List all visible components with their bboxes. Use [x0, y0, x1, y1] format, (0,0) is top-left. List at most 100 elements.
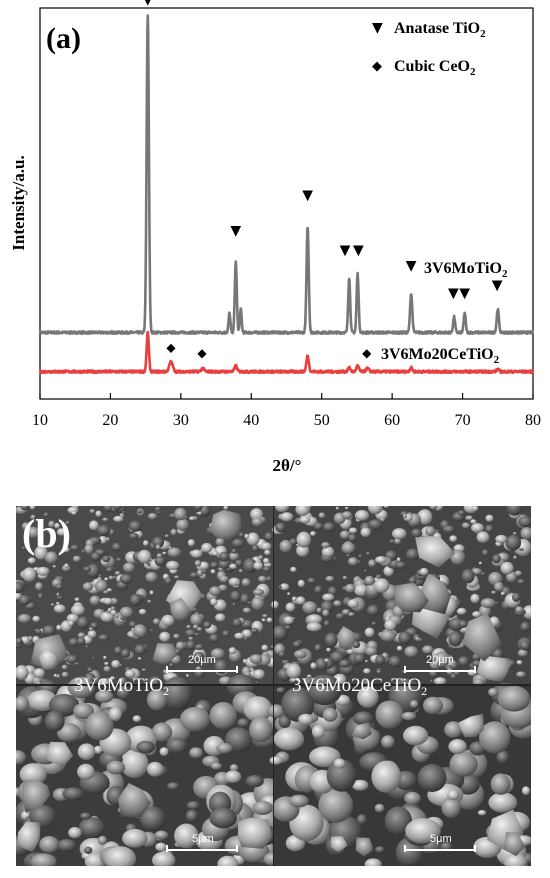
- sem-particle: [209, 702, 237, 729]
- sem-particle: [189, 572, 199, 579]
- sem-particle: [449, 535, 458, 542]
- sem-particle: [203, 621, 212, 629]
- sem-particle: [136, 510, 143, 514]
- scale-bar-2-tick-right: [474, 666, 476, 673]
- sem-particle: [249, 654, 263, 664]
- sem-grain: [330, 836, 348, 853]
- sem-particle: [210, 598, 218, 606]
- sem-particle: [314, 644, 322, 652]
- sem-particle: [296, 531, 312, 548]
- sem-particle: [195, 666, 202, 671]
- sem-particle: [476, 531, 490, 543]
- sem-particle: [396, 645, 403, 651]
- sem-particle: [18, 594, 31, 606]
- sem-particle: [269, 756, 283, 765]
- sem-particle: [215, 613, 226, 622]
- sem-particle: [251, 596, 265, 611]
- scale-bar-2: [404, 670, 476, 672]
- sem-particle: [119, 606, 133, 618]
- sem-particle: [429, 670, 438, 678]
- sem-particle: [429, 679, 434, 683]
- sem-particle: [106, 588, 112, 592]
- sem-particle: [149, 590, 154, 595]
- sem-particle: [198, 561, 210, 570]
- sem-grain: [209, 509, 242, 541]
- sem-particle: [295, 677, 300, 682]
- sem-grain: [394, 582, 429, 613]
- sem-particle: [234, 632, 245, 639]
- sem-particle: [468, 516, 473, 520]
- sem-particle: [132, 715, 142, 723]
- sem-particle: [488, 687, 499, 697]
- sem-particle: [472, 611, 482, 618]
- sem-particle: [143, 540, 149, 547]
- sem-particle: [138, 608, 147, 615]
- sem-particle: [447, 789, 460, 801]
- sem-image-3v6mo20cetio2-5um: [267, 674, 531, 866]
- sem-particle: [34, 545, 48, 560]
- sem-particle: [16, 665, 29, 681]
- sem-particle: [197, 511, 202, 515]
- sem-particle: [166, 560, 180, 570]
- sem-particle: [242, 607, 252, 614]
- sem-particle: [273, 727, 305, 751]
- sem-particle: [56, 723, 82, 742]
- sem-particle: [258, 555, 263, 560]
- sem-particle: [149, 629, 154, 632]
- sem-particle: [176, 518, 189, 531]
- sem-particle: [290, 566, 297, 573]
- sem-particle: [512, 592, 521, 602]
- sem-particle: [229, 563, 238, 569]
- sem-particle: [90, 552, 101, 561]
- sem-particle: [139, 806, 166, 832]
- sem-particle: [48, 520, 55, 528]
- sem-particle: [229, 764, 239, 772]
- sem-particle: [333, 600, 342, 607]
- sem-particle: [488, 792, 518, 813]
- sem-particle: [403, 725, 429, 746]
- sem-particle: [71, 511, 77, 515]
- sem-particle: [77, 616, 89, 630]
- sem-particle: [164, 534, 169, 538]
- sem-sample-label-2: 3V6Mo20CeTiO2: [292, 675, 427, 699]
- scale-bar-2-tick-left: [404, 666, 406, 673]
- sem-sample-label-1: 3V6MoTiO2: [74, 675, 169, 699]
- sem-particle: [104, 846, 136, 866]
- sem-particle: [278, 715, 291, 728]
- sem-particle: [448, 739, 467, 754]
- sem-particle: [364, 575, 375, 586]
- sem-particle: [425, 526, 436, 536]
- sem-particle: [495, 534, 508, 544]
- sem-particle: [291, 596, 297, 602]
- sem-particle: [261, 644, 269, 651]
- sem-particle: [288, 794, 309, 808]
- sem-divider-horizontal: [16, 684, 531, 686]
- sem-particle: [450, 673, 457, 680]
- x-tick-label-20: 20: [102, 412, 118, 429]
- sem-particle: [448, 631, 463, 647]
- sem-particle: [345, 583, 356, 593]
- sem-particle: [338, 659, 351, 668]
- sem-particle: [210, 569, 216, 574]
- sem-particle: [364, 660, 368, 663]
- sem-particle: [136, 740, 155, 754]
- sem-particle: [383, 565, 394, 577]
- sem-particle: [504, 853, 527, 866]
- sem-particle: [137, 549, 152, 564]
- sem-particle: [120, 749, 149, 778]
- sem-particle: [357, 560, 362, 564]
- scale-bar-4-tick-right: [474, 845, 476, 852]
- sem-particle: [292, 641, 302, 648]
- sem-particle: [398, 631, 412, 645]
- sem-particle: [314, 585, 323, 595]
- sem-particle: [16, 581, 25, 593]
- ceria-marker-28.6: ◆: [166, 340, 176, 354]
- anatase-marker-37.8: ▼: [230, 223, 241, 239]
- legend: ▼ Anatase TiO2 ◆ Cubic CeO2: [372, 20, 486, 78]
- sem-particle: [167, 782, 180, 791]
- sem-particle: [100, 611, 114, 622]
- sem-particle: [231, 538, 245, 548]
- sem-particle: [231, 548, 237, 554]
- sem-particle: [471, 523, 484, 533]
- ceria-marker-56.4: ◆: [362, 346, 372, 360]
